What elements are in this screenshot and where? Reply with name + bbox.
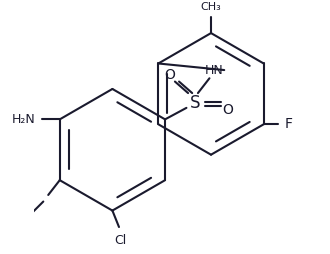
Text: HN: HN — [205, 64, 224, 76]
Text: O: O — [222, 103, 233, 117]
Text: H₂N: H₂N — [11, 113, 35, 126]
Text: Cl: Cl — [115, 234, 127, 247]
Text: CH₃: CH₃ — [201, 2, 221, 12]
Text: S: S — [189, 94, 200, 112]
Text: F: F — [285, 117, 293, 131]
Text: O: O — [165, 68, 176, 82]
